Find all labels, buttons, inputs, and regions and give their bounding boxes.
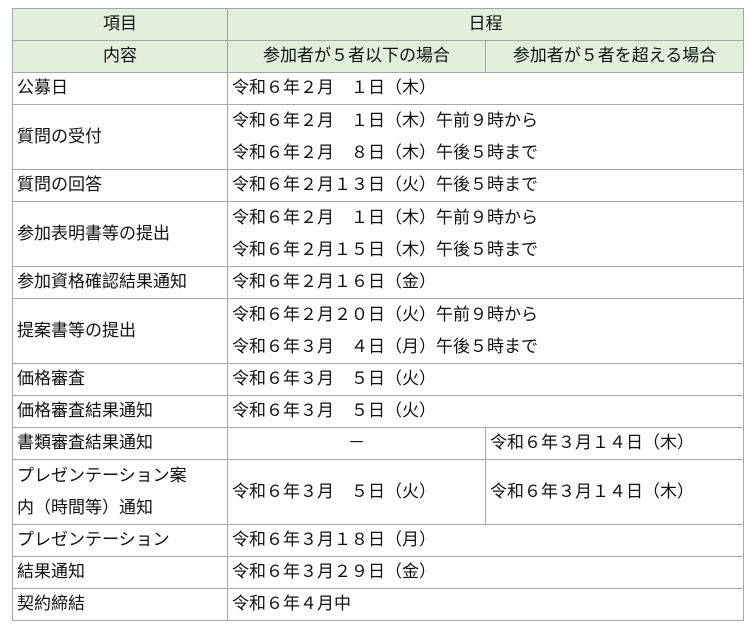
table-row: 質問の受付 令和６年２月 １日（木）午前９時から 令和６年２月 ８日（木）午後５時… [12, 104, 744, 170]
date-cell: 令和６年２月１３日（火）午後５時まで [227, 169, 744, 202]
item-cell: 価格審査 [12, 363, 228, 396]
table-row: 価格審査 令和６年３月 ５日（火） [12, 363, 744, 396]
date-cell: 令和６年３月１８日（月） [227, 524, 744, 557]
item-cell: 質問の受付 [12, 104, 228, 170]
item-line: プレゼンテーション案 [17, 466, 187, 486]
five-or-less-cell: 令和６年３月 ５日（火） [227, 459, 486, 525]
item-cell: プレゼンテーション案 内（時間等）通知 [12, 459, 228, 525]
date-end: 令和６年２月 ８日（木）午後５時まで [232, 143, 538, 163]
item-cell: 結果通知 [12, 556, 228, 589]
item-cell: 参加資格確認結果通知 [12, 266, 228, 299]
five-or-less-cell: － [227, 427, 486, 460]
over-five-cell: 令和６年３月１４日（木） [485, 427, 744, 460]
header-over-five: 参加者が５者を超える場合 [485, 40, 744, 73]
date-cell: 令和６年２月 １日（木）午前９時から 令和６年２月１５日（木）午後５時まで [227, 201, 744, 267]
date-start: 令和６年２月２０日（火）午前９時から [232, 305, 538, 325]
header-content: 内容 [12, 40, 228, 73]
item-cell: 質問の回答 [12, 169, 228, 202]
item-cell: 提案書等の提出 [12, 298, 228, 364]
date-cell: 令和６年２月２０日（火）午前９時から 令和６年３月 ４日（月）午後５時まで [227, 298, 744, 364]
date-cell: 令和６年２月 １日（木） [227, 72, 744, 105]
date-cell: 令和６年２月 １日（木）午前９時から 令和６年２月 ８日（木）午後５時まで [227, 104, 744, 170]
table-row: 書類審査結果通知 － 令和６年３月１４日（木） [12, 427, 744, 460]
schedule-table: 項目 日程 内容 参加者が５者以下の場合 参加者が５者を超える場合 公募日 令和… [12, 8, 744, 621]
item-cell: 参加表明書等の提出 [12, 201, 228, 267]
date-cell: 令和６年３月 ５日（火） [227, 395, 744, 428]
item-line: 内（時間等）通知 [17, 498, 153, 518]
table-row: プレゼンテーション 令和６年３月１８日（月） [12, 524, 744, 557]
date-end: 令和６年３月 ４日（月）午後５時まで [232, 337, 538, 357]
header-item: 項目 [12, 8, 228, 41]
item-cell: 公募日 [12, 72, 228, 105]
table-row: 参加表明書等の提出 令和６年２月 １日（木）午前９時から 令和６年２月１５日（木）… [12, 201, 744, 267]
over-five-cell: 令和６年３月１４日（木） [485, 459, 744, 525]
date-cell: 令和６年２月１６日（金） [227, 266, 744, 299]
date-start: 令和６年２月 １日（木）午前９時から [232, 208, 538, 228]
table-row: 参加資格確認結果通知 令和６年２月１６日（金） [12, 266, 744, 299]
table-row: 契約締結 令和６年４月中 [12, 588, 744, 621]
item-cell: 価格審査結果通知 [12, 395, 228, 428]
table-row: 公募日 令和６年２月 １日（木） [12, 72, 744, 105]
date-start: 令和６年２月 １日（木）午前９時から [232, 111, 538, 131]
item-cell: 書類審査結果通知 [12, 427, 228, 460]
header-five-or-less: 参加者が５者以下の場合 [227, 40, 486, 73]
header-row-2: 内容 参加者が５者以下の場合 参加者が５者を超える場合 [12, 40, 744, 73]
date-end: 令和６年２月１５日（木）午後５時まで [232, 240, 538, 260]
header-schedule: 日程 [227, 8, 744, 41]
item-cell: 契約締結 [12, 588, 228, 621]
table-row: プレゼンテーション案 内（時間等）通知 令和６年３月 ５日（火） 令和６年３月１４… [12, 459, 744, 525]
date-cell: 令和６年４月中 [227, 588, 744, 621]
item-cell: プレゼンテーション [12, 524, 228, 557]
table-row: 価格審査結果通知 令和６年３月 ５日（火） [12, 395, 744, 428]
table-row: 質問の回答 令和６年２月１３日（火）午後５時まで [12, 169, 744, 202]
date-cell: 令和６年３月２９日（金） [227, 556, 744, 589]
table-row: 結果通知 令和６年３月２９日（金） [12, 556, 744, 589]
header-row-1: 項目 日程 [12, 8, 744, 41]
table-row: 提案書等の提出 令和６年２月２０日（火）午前９時から 令和６年３月 ４日（月）午後… [12, 298, 744, 364]
date-cell: 令和６年３月 ５日（火） [227, 363, 744, 396]
